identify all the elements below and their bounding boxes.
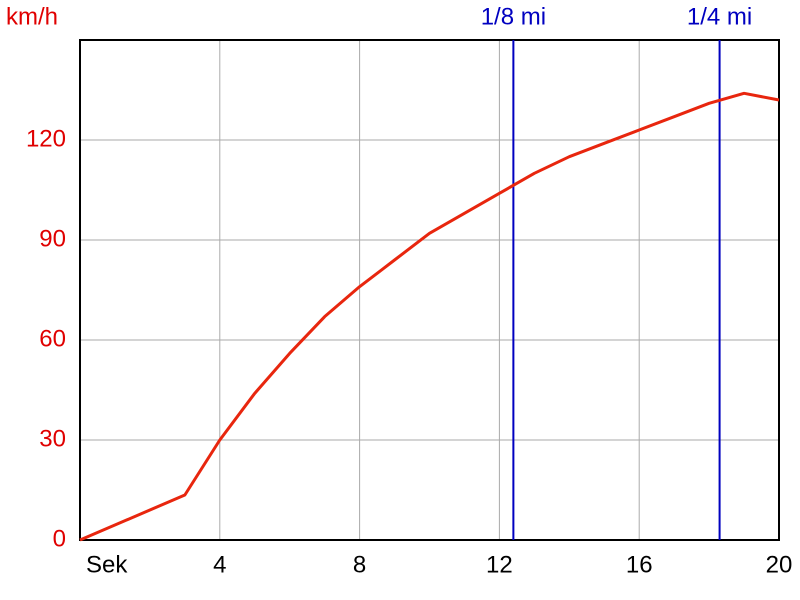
y-tick-label: 60 (39, 325, 66, 352)
speed-line (79, 91, 780, 542)
y-tick-label: 0 (53, 525, 66, 552)
y-axis-label: km/h (6, 3, 58, 30)
plot-frame (79, 39, 780, 541)
x-tick-label: 4 (213, 551, 226, 578)
x-tick-label: 20 (766, 551, 793, 578)
x-tick-label: 16 (626, 551, 653, 578)
x-axis-label: Sek (86, 551, 128, 578)
x-tick-label: 12 (486, 551, 513, 578)
y-tick-label: 120 (26, 125, 66, 152)
x-tick-label: 8 (353, 551, 366, 578)
distance-marker-label: 1/4 mi (687, 3, 752, 30)
y-tick-label: 90 (39, 225, 66, 252)
distance-marker-label: 1/8 mi (481, 3, 546, 30)
y-tick-label: 30 (39, 425, 66, 452)
